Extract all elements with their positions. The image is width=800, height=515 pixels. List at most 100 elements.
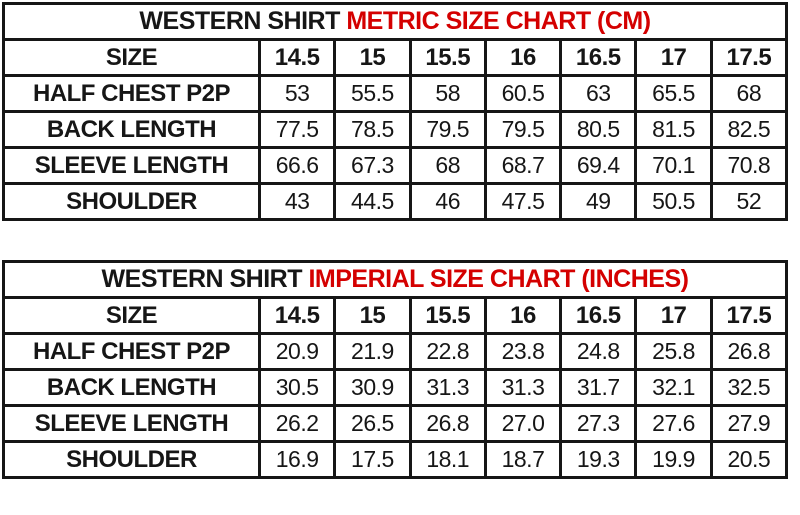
measurement-value: 25.8 bbox=[634, 332, 713, 371]
measurement-label: BACK LENGTH bbox=[2, 110, 261, 149]
measurement-value: 79.5 bbox=[408, 110, 487, 149]
size-header-value: 17.5 bbox=[709, 296, 789, 335]
measurement-value: 78.5 bbox=[333, 110, 412, 149]
size-header-label: SIZE bbox=[2, 38, 261, 77]
size-header-value: 16 bbox=[483, 38, 563, 77]
measurement-value: 24.8 bbox=[559, 332, 638, 371]
measurement-value: 49 bbox=[559, 182, 638, 221]
size-header-value: 14.5 bbox=[257, 296, 337, 335]
measurement-value: 27.0 bbox=[483, 404, 563, 443]
size-header-value: 15.5 bbox=[408, 38, 487, 77]
measurement-value: 19.9 bbox=[634, 440, 713, 479]
measurement-value: 19.3 bbox=[559, 440, 638, 479]
measurement-value: 82.5 bbox=[709, 110, 789, 149]
measurement-value: 70.8 bbox=[709, 146, 789, 185]
measurement-value: 26.2 bbox=[257, 404, 337, 443]
measurement-value: 18.7 bbox=[483, 440, 563, 479]
measurement-value: 63 bbox=[559, 74, 638, 113]
table-row: HALF CHEST P2P 53 55.5 58 60.5 63 65.5 68 bbox=[2, 74, 789, 113]
measurement-value: 68 bbox=[709, 74, 789, 113]
measurement-value: 26.5 bbox=[333, 404, 412, 443]
table-title-row: WESTERN SHIRT IMPERIAL SIZE CHART (INCHE… bbox=[2, 260, 788, 299]
size-header-label: SIZE bbox=[2, 296, 261, 335]
measurement-label: HALF CHEST P2P bbox=[2, 332, 261, 371]
table-row: SLEEVE LENGTH 66.6 67.3 68 68.7 69.4 70.1 70.8 bbox=[2, 146, 789, 185]
size-header-value: 17.5 bbox=[709, 38, 789, 77]
measurement-label: SLEEVE LENGTH bbox=[2, 146, 261, 185]
measurement-value: 80.5 bbox=[559, 110, 638, 149]
imperial-size-chart-table: WESTERN SHIRT IMPERIAL SIZE CHART (INCHE… bbox=[2, 260, 789, 479]
measurement-value: 77.5 bbox=[257, 110, 337, 149]
table-row: SHOULDER 43 44.5 46 47.5 49 50.5 52 bbox=[2, 182, 789, 221]
measurement-value: 32.1 bbox=[634, 368, 713, 407]
measurement-label: HALF CHEST P2P bbox=[2, 74, 261, 113]
measurement-value: 27.3 bbox=[559, 404, 638, 443]
measurement-label: SHOULDER bbox=[2, 440, 261, 479]
measurement-value: 66.6 bbox=[257, 146, 337, 185]
measurement-value: 43 bbox=[257, 182, 337, 221]
measurement-label: SHOULDER bbox=[2, 182, 261, 221]
size-header-value: 14.5 bbox=[257, 38, 337, 77]
table-row: BACK LENGTH 77.5 78.5 79.5 79.5 80.5 81.5 82.5 bbox=[2, 110, 789, 149]
measurement-value: 22.8 bbox=[408, 332, 487, 371]
measurement-value: 18.1 bbox=[408, 440, 487, 479]
table-title-row: WESTERN SHIRT METRIC SIZE CHART (CM) bbox=[2, 2, 788, 41]
measurement-value: 20.5 bbox=[709, 440, 789, 479]
size-header-row: SIZE 14.5 15 15.5 16 16.5 17 17.5 bbox=[2, 38, 789, 77]
size-header-value: 15 bbox=[333, 38, 412, 77]
measurement-value: 21.9 bbox=[333, 332, 412, 371]
measurement-value: 60.5 bbox=[483, 74, 563, 113]
measurement-value: 32.5 bbox=[709, 368, 789, 407]
table-title-black: WESTERN SHIRT bbox=[139, 7, 340, 35]
size-header-row: SIZE 14.5 15 15.5 16 16.5 17 17.5 bbox=[2, 296, 789, 335]
table-row: HALF CHEST P2P 20.9 21.9 22.8 23.8 24.8 25.8 26… bbox=[2, 332, 789, 371]
table-title-black: WESTERN SHIRT bbox=[101, 265, 303, 293]
size-header-value: 17 bbox=[634, 296, 713, 335]
size-header-value: 16.5 bbox=[559, 38, 638, 77]
table-row: BACK LENGTH 30.5 30.9 31.3 31.3 31.7 32.1 32.5 bbox=[2, 368, 789, 407]
size-header-value: 15.5 bbox=[408, 296, 487, 335]
metric-size-chart-table: WESTERN SHIRT METRIC SIZE CHART (CM) SIZE… bbox=[2, 2, 789, 221]
measurement-value: 17.5 bbox=[333, 440, 412, 479]
measurement-value: 46 bbox=[408, 182, 487, 221]
size-charts: WESTERN SHIRT METRIC SIZE CHART (CM) SIZE… bbox=[2, 2, 789, 479]
measurement-value: 50.5 bbox=[634, 182, 713, 221]
table-row: SHOULDER 16.9 17.5 18.1 18.7 19.3 19.9 20.5 bbox=[2, 440, 789, 479]
measurement-value: 52 bbox=[709, 182, 789, 221]
measurement-value: 81.5 bbox=[634, 110, 713, 149]
size-header-value: 16.5 bbox=[559, 296, 638, 335]
measurement-value: 68 bbox=[408, 146, 487, 185]
measurement-value: 47.5 bbox=[483, 182, 563, 221]
measurement-value: 27.6 bbox=[634, 404, 713, 443]
table-title-cell: WESTERN SHIRT METRIC SIZE CHART (CM) bbox=[2, 2, 788, 41]
measurement-value: 31.3 bbox=[408, 368, 487, 407]
measurement-value: 65.5 bbox=[634, 74, 713, 113]
measurement-value: 30.9 bbox=[333, 368, 412, 407]
measurement-value: 20.9 bbox=[257, 332, 337, 371]
measurement-value: 23.8 bbox=[483, 332, 563, 371]
table-title-red: METRIC SIZE CHART (CM) bbox=[346, 7, 651, 35]
measurement-value: 30.5 bbox=[257, 368, 337, 407]
measurement-value: 68.7 bbox=[483, 146, 563, 185]
table-title-cell: WESTERN SHIRT IMPERIAL SIZE CHART (INCHE… bbox=[2, 260, 788, 299]
table-row: SLEEVE LENGTH 26.2 26.5 26.8 27.0 27.3 27.6 27.… bbox=[2, 404, 789, 443]
measurement-value: 55.5 bbox=[333, 74, 412, 113]
measurement-value: 31.3 bbox=[483, 368, 563, 407]
size-header-value: 15 bbox=[333, 296, 412, 335]
measurement-value: 44.5 bbox=[333, 182, 412, 221]
measurement-value: 31.7 bbox=[559, 368, 638, 407]
measurement-value: 79.5 bbox=[483, 110, 563, 149]
measurement-value: 27.9 bbox=[709, 404, 789, 443]
size-header-value: 16 bbox=[483, 296, 563, 335]
measurement-value: 69.4 bbox=[559, 146, 638, 185]
measurement-value: 16.9 bbox=[257, 440, 337, 479]
measurement-value: 70.1 bbox=[634, 146, 713, 185]
measurement-value: 58 bbox=[408, 74, 487, 113]
measurement-value: 26.8 bbox=[709, 332, 789, 371]
measurement-label: BACK LENGTH bbox=[2, 368, 261, 407]
measurement-label: SLEEVE LENGTH bbox=[2, 404, 261, 443]
table-title-red: IMPERIAL SIZE CHART (INCHES) bbox=[308, 265, 689, 293]
measurement-value: 53 bbox=[257, 74, 337, 113]
measurement-value: 67.3 bbox=[333, 146, 412, 185]
measurement-value: 26.8 bbox=[408, 404, 487, 443]
